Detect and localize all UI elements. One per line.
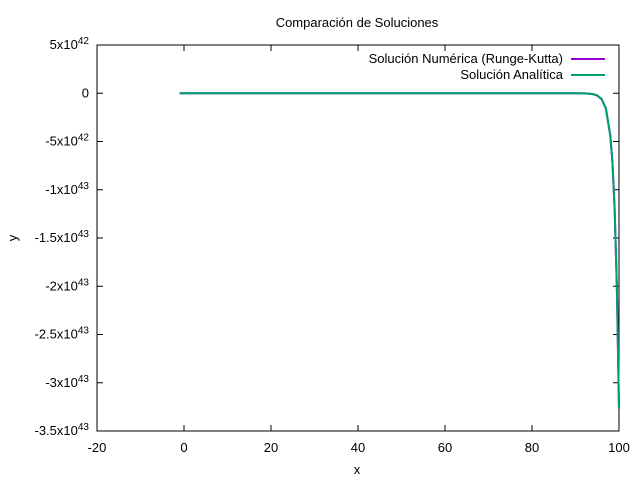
y-tick-label: -3x1043: [45, 374, 89, 390]
plot-frame: [96, 44, 620, 432]
y-tick-label: -5x1042: [45, 133, 89, 149]
y-tick-label: -2x1043: [45, 277, 89, 293]
legend-label: Solución Analítica: [460, 67, 563, 82]
x-tick-label: 0: [180, 440, 187, 455]
y-tick-label: -1x1043: [45, 181, 89, 197]
y-tick-label: -3.5x1043: [35, 422, 90, 438]
y-tick-label: 0: [82, 85, 89, 100]
x-tick-label: 20: [264, 440, 278, 455]
y-tick-exponent: 43: [78, 374, 90, 385]
y-tick-mantissa: 0: [82, 85, 89, 100]
y-tick-exponent: 43: [78, 277, 90, 288]
y-tick-mantissa: 5x10: [50, 37, 78, 52]
chart-title: Comparación de Soluciones: [276, 15, 439, 30]
y-tick-mantissa: -3x10: [45, 375, 78, 390]
y-tick-exponent: 42: [78, 133, 90, 144]
y-tick-exponent: 43: [78, 181, 90, 192]
y-tick-exponent: 43: [78, 326, 90, 337]
x-tick-label: 80: [525, 440, 539, 455]
axis-ticks: -20 0 20 40 60 80 1005x10420-5x1042-1x1043-1.5…: [35, 36, 630, 455]
x-tick-label: -20: [88, 440, 107, 455]
x-tick-label: 100: [608, 440, 630, 455]
x-axis-label: x: [354, 462, 361, 477]
x-tick-label: 60: [438, 440, 452, 455]
y-tick-exponent: 42: [78, 36, 90, 47]
y-tick-mantissa: -3.5x10: [35, 423, 78, 438]
x-tick-label: 40: [351, 440, 365, 455]
y-tick-mantissa: -1x10: [45, 182, 78, 197]
y-tick-mantissa: -1.5x10: [35, 230, 78, 245]
series-line-1: [179, 92, 620, 409]
y-tick-mantissa: -5x10: [45, 134, 78, 149]
y-tick-mantissa: -2.5x10: [35, 327, 78, 342]
series-layer: [179, 92, 620, 409]
legend-label: Solución Numérica (Runge-Kutta): [369, 51, 563, 66]
y-tick-label: -2.5x1043: [35, 326, 90, 342]
legend: Solución Numérica (Runge-Kutta)Solución …: [369, 51, 605, 82]
y-axis-label: y: [5, 234, 20, 241]
y-tick-mantissa: -2x10: [45, 278, 78, 293]
y-tick-label: -1.5x1043: [35, 229, 90, 245]
series-line-0: [179, 92, 620, 409]
y-tick-label: 5x1042: [50, 36, 90, 52]
y-tick-exponent: 43: [78, 422, 90, 433]
y-tick-exponent: 43: [78, 229, 90, 240]
